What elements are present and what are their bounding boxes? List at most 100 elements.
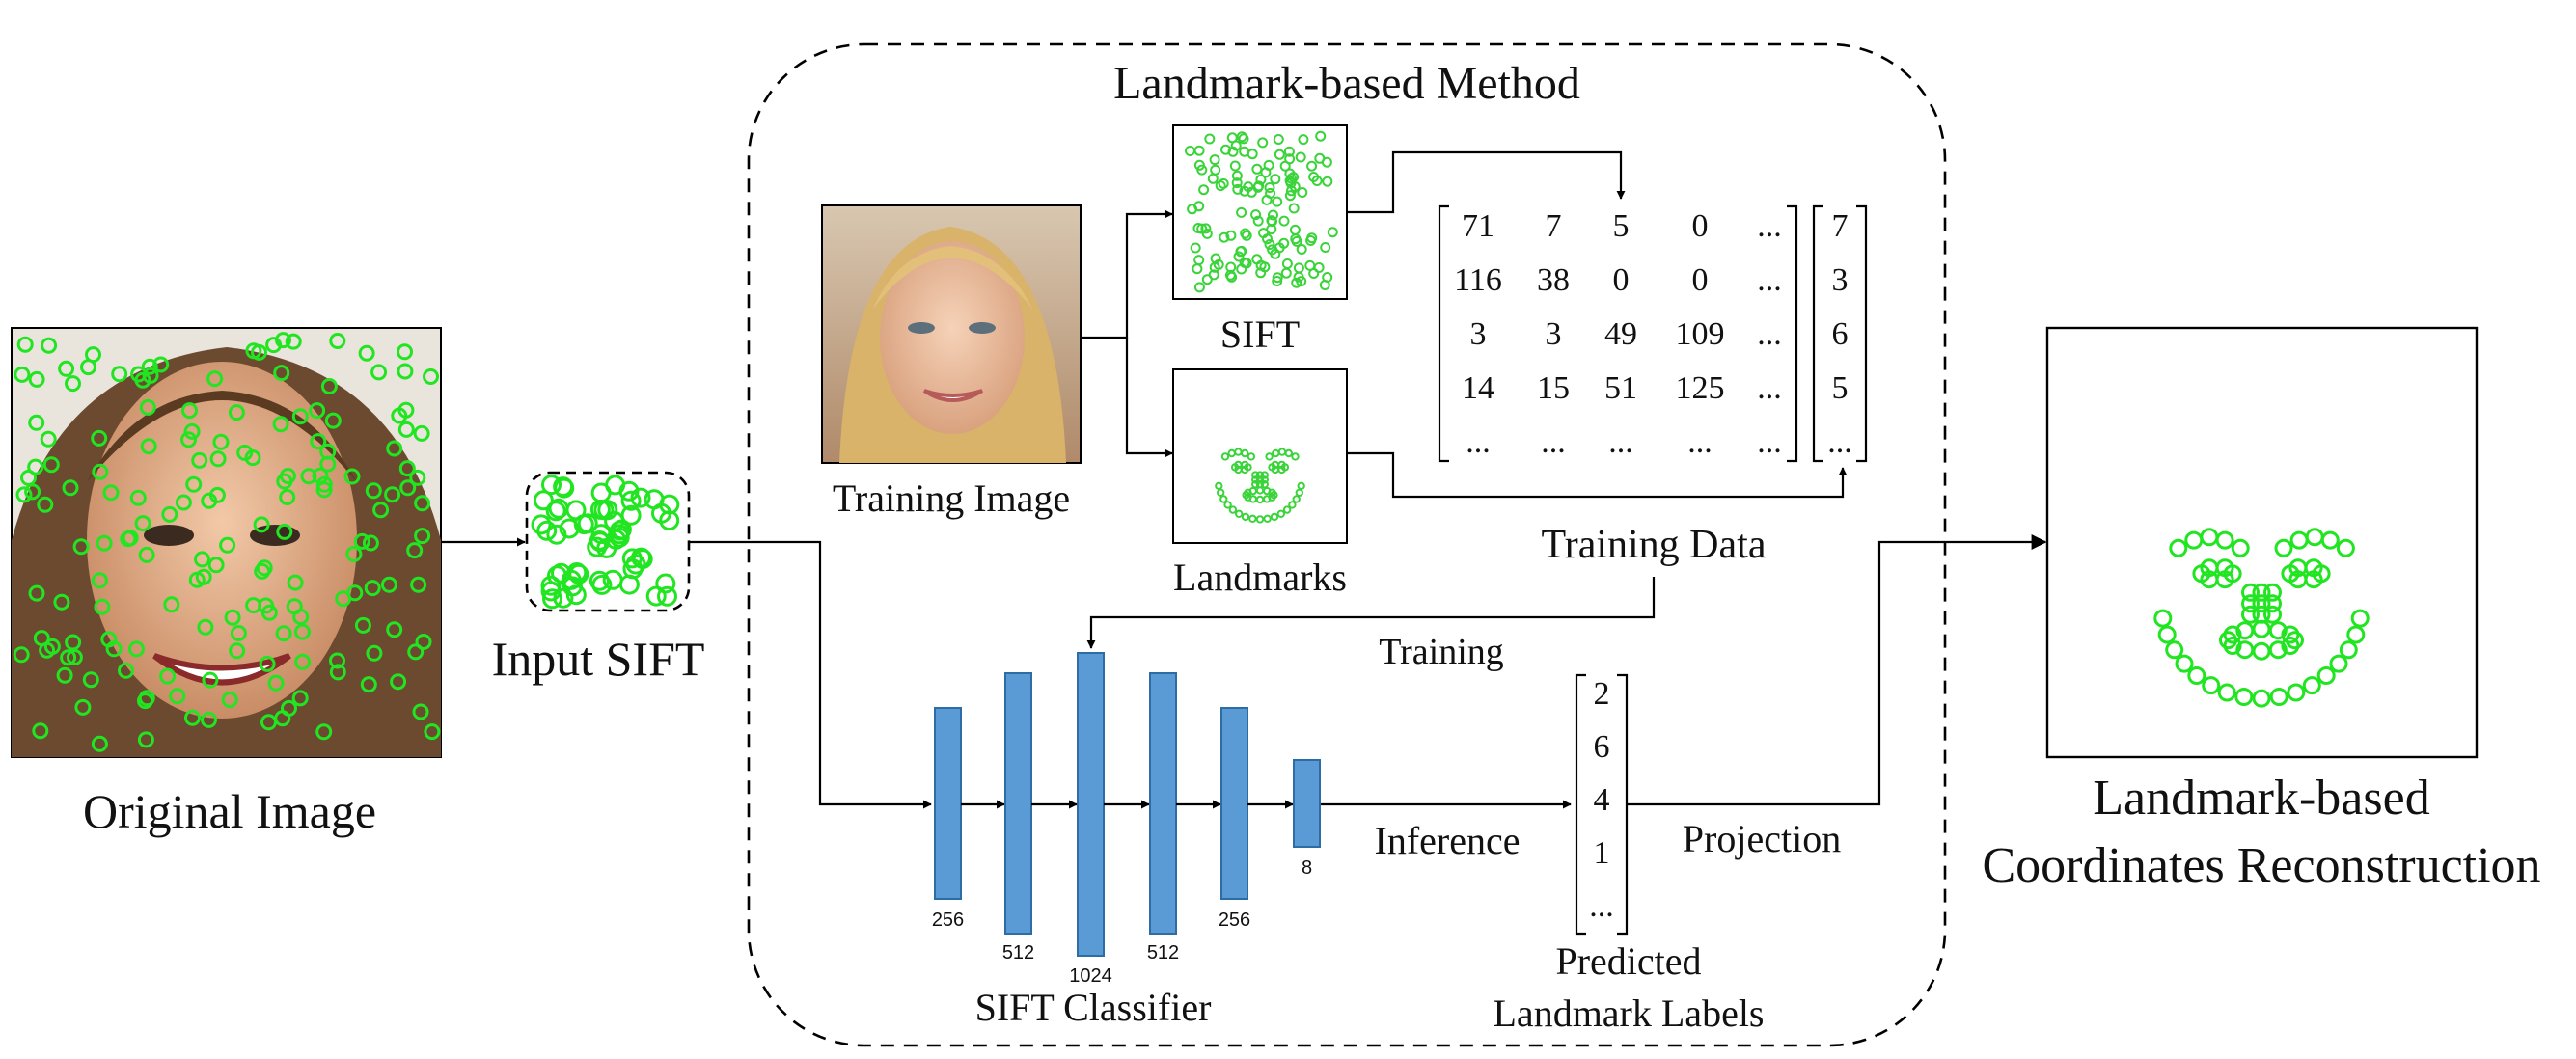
keypoint-circle — [310, 433, 327, 450]
keypoint-circle — [410, 576, 427, 593]
landmark-point — [1291, 452, 1300, 461]
keypoint-circle — [541, 475, 562, 496]
keypoint-circle — [1190, 242, 1201, 254]
keypoint-circle — [279, 489, 296, 505]
keypoint-circle — [1209, 154, 1220, 166]
keypoint-circle — [386, 440, 403, 457]
keypoint-circle — [384, 486, 401, 503]
keypoint-circle — [1220, 144, 1231, 155]
keypoint-circle — [370, 364, 388, 381]
keypoint-circle — [1264, 182, 1275, 193]
landmark-point — [2339, 640, 2358, 660]
keypoint-circle — [1239, 185, 1250, 197]
keypoint-circle — [285, 333, 302, 350]
keypoint-circle — [605, 475, 626, 496]
keypoint-circle — [542, 588, 562, 610]
matrix-cell: 0 — [1692, 262, 1709, 298]
reconstruction-caption-1: Landmark-based — [2093, 771, 2429, 826]
predicted-label-cell: 2 — [1594, 676, 1610, 712]
landmark-point — [2346, 625, 2366, 644]
keypoint-circle — [655, 573, 676, 594]
keypoint-circle — [1264, 239, 1275, 250]
keypoint-circle — [1308, 172, 1320, 182]
keypoint-circle — [1200, 223, 1212, 234]
keypoint-circle — [364, 580, 381, 597]
predicted-label-cell: 4 — [1594, 782, 1610, 818]
keypoint-circle — [42, 456, 60, 474]
keypoint-circle — [1296, 244, 1307, 255]
matrix-cell: 125 — [1676, 370, 1725, 406]
keypoint-circle — [414, 495, 431, 512]
classifier-caption: SIFT Classifier — [975, 986, 1212, 1029]
keypoint-circle — [102, 484, 120, 502]
keypoint-circle — [1257, 137, 1269, 149]
matrix-cell: 51 — [1604, 370, 1637, 406]
keypoint-circle — [561, 569, 582, 590]
matrix-cell: 109 — [1676, 316, 1725, 352]
matrix-cell: 0 — [1613, 262, 1630, 298]
arrow-training — [1086, 577, 1656, 649]
keypoint-circle — [409, 469, 426, 486]
keypoint-circle — [1236, 131, 1247, 143]
landmark-point — [2157, 625, 2177, 644]
matrix-cell: 14 — [1462, 370, 1494, 406]
keypoint-circle — [657, 585, 677, 607]
keypoint-circle — [1225, 230, 1237, 241]
keypoint-circle — [169, 688, 186, 705]
matrix-label-cell: 7 — [1832, 208, 1849, 244]
keypoint-circle — [14, 366, 31, 383]
landmark-point — [1219, 495, 1228, 503]
keypoint-circle — [13, 646, 30, 664]
landmark-point — [1276, 509, 1286, 518]
keypoint-circle — [319, 455, 337, 473]
keypoint-circle — [1231, 177, 1243, 189]
keypoint-circle — [1289, 224, 1301, 235]
landmark-point — [2169, 538, 2188, 557]
keypoint-circle — [260, 604, 278, 621]
keypoint-circle — [1273, 134, 1284, 145]
keypoint-circle — [201, 711, 217, 728]
matrix-cell: ... — [1757, 208, 1782, 244]
keypoint-circle — [540, 575, 562, 596]
keypoint-circle — [315, 481, 333, 499]
keypoint-circle — [365, 482, 382, 500]
keypoint-circle — [1308, 268, 1320, 279]
keypoint-circle — [1295, 151, 1306, 163]
arrow-landmarks-to-matrix — [1347, 451, 1848, 499]
keypoint-circle — [152, 356, 170, 373]
keypoint-circle — [536, 520, 558, 541]
layer-size-label: 256 — [932, 910, 964, 931]
keypoint-circle — [1298, 134, 1309, 146]
layer-size-label: 8 — [1302, 857, 1312, 879]
keypoint-circle — [1261, 194, 1273, 205]
keypoint-circle — [397, 363, 414, 380]
keypoint-circle — [390, 673, 407, 691]
matrix-label-cell: 6 — [1832, 316, 1849, 352]
keypoint-circle — [1268, 209, 1278, 221]
landmark-point — [2287, 683, 2306, 702]
landmark-point — [2241, 594, 2260, 613]
predicted-label-cell: 1 — [1594, 835, 1610, 871]
keypoint-circle — [65, 375, 81, 393]
keypoint-circle — [533, 490, 554, 511]
keypoint-circle — [1279, 160, 1291, 172]
landmark-point — [1265, 452, 1274, 461]
landmark-point — [1268, 488, 1276, 497]
matrix-cell: 5 — [1613, 208, 1630, 244]
original-image-caption: Original Image — [83, 784, 376, 838]
keypoint-circle — [1313, 262, 1325, 273]
keypoint-circle — [312, 467, 329, 484]
keypoint-circle — [415, 634, 432, 650]
classifier-layer — [1149, 672, 1177, 935]
classifier-layer — [1077, 652, 1105, 957]
keypoint-circle — [291, 690, 309, 707]
keypoint-circle — [111, 366, 128, 383]
keypoint-circle — [625, 554, 646, 575]
landmark-point — [1260, 471, 1270, 479]
predicted-caption-1: Predicted — [1555, 939, 1701, 983]
input-sift-caption: Input SIFT — [492, 632, 705, 686]
landmark-point — [1251, 480, 1260, 489]
landmark-point — [1263, 514, 1272, 523]
keypoint-circle — [202, 671, 219, 689]
